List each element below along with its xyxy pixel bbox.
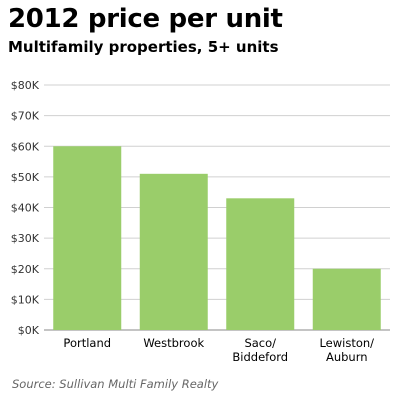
y-tick-label: $30K [11,232,40,245]
x-tick-label: Westbrook [143,336,204,350]
source-note: Source: Sullivan Multi Family Realty [12,377,219,391]
y-tick-labels: $0K $10K $20K $30K $40K $50K $60K $70K $80K [11,79,40,337]
x-tick-label: Saco/Biddeford [232,336,288,364]
bar [53,146,122,330]
x-tick-label: Lewiston/Auburn [319,336,374,364]
x-tick-label: Portland [63,336,111,350]
y-tick-label: $70K [11,110,40,123]
x-tick-labels: Portland Westbrook Saco/Biddeford Lewiston/… [63,336,374,364]
y-tick-label: $80K [11,79,40,92]
chart-title: 2012 price per unit [8,4,283,34]
bar [312,268,381,330]
bar [139,173,208,330]
y-tick-label: $0K [18,324,40,337]
y-tick-label: $10K [11,293,40,306]
chart-subtitle: Multifamily properties, 5+ units [8,38,279,56]
y-tick-label: $60K [11,140,40,153]
y-tick-label: $50K [11,171,40,184]
bars [53,146,381,330]
y-tick-label: $20K [11,263,40,276]
bar [226,198,295,330]
y-tick-label: $40K [11,202,40,215]
